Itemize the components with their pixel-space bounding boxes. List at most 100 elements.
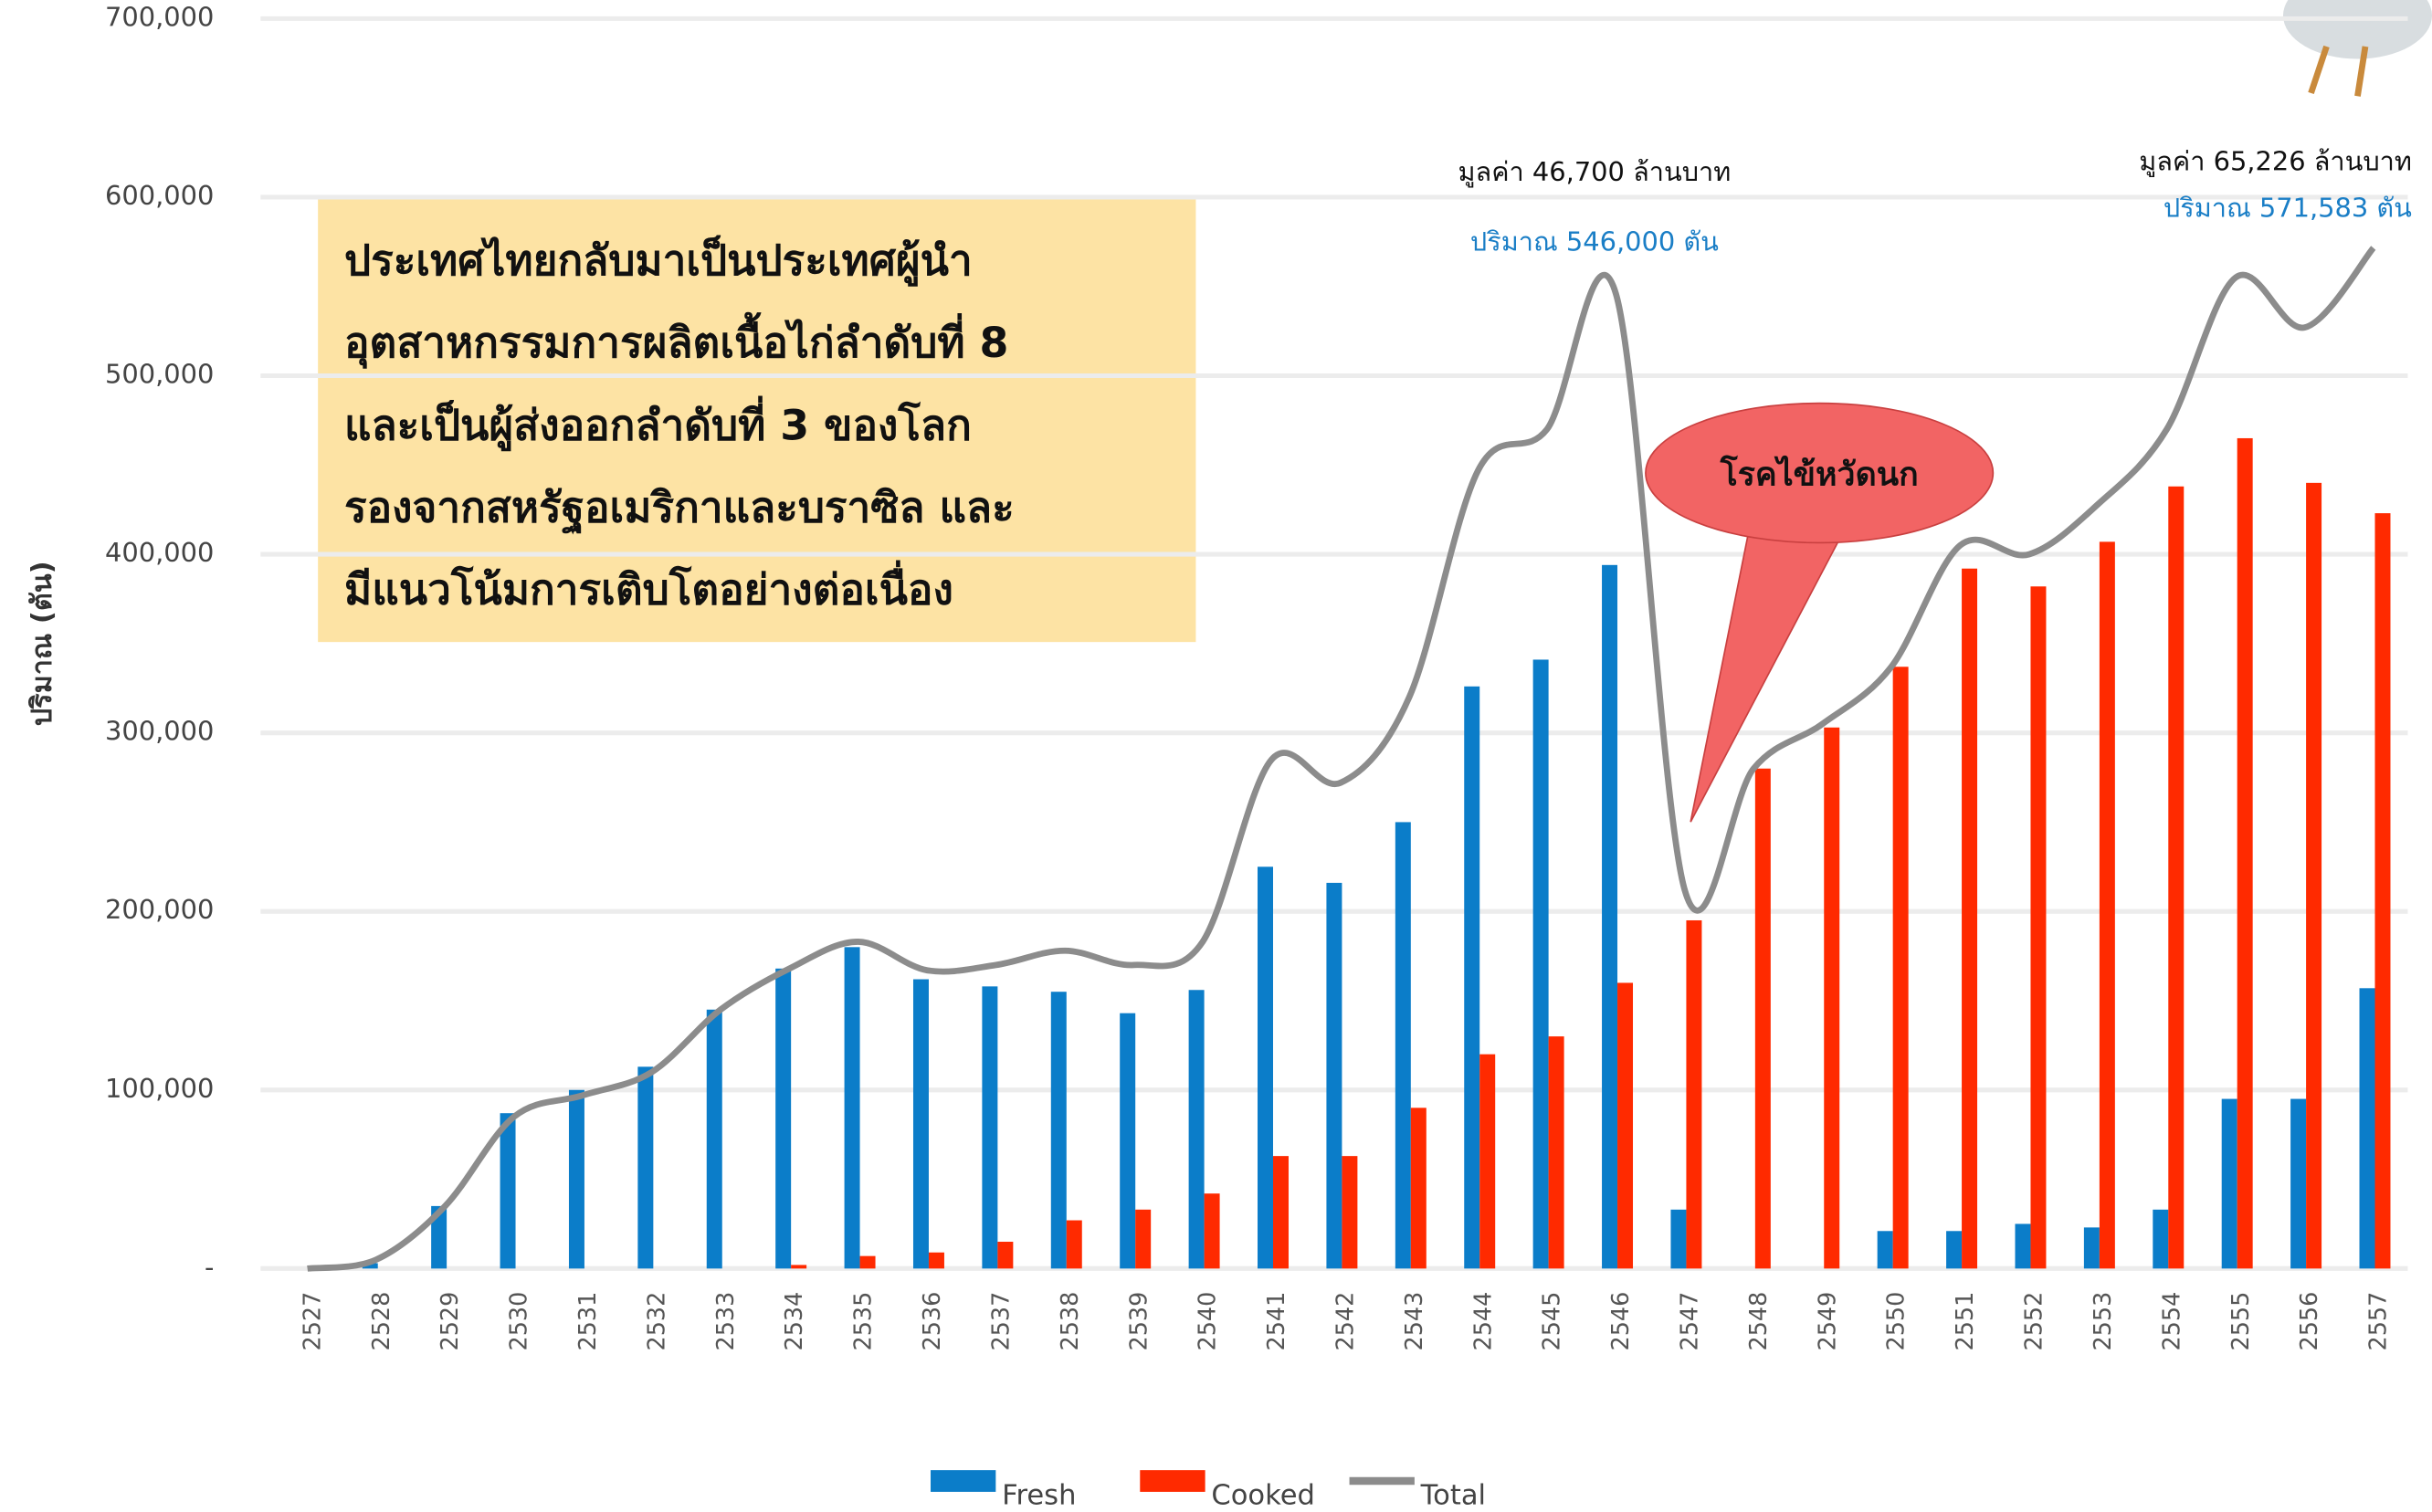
- x-tick-label: 2540: [1195, 1292, 1222, 1351]
- bar: [2153, 1210, 2168, 1269]
- y-tick-label: 300,000: [105, 716, 214, 747]
- x-tick-label: 2529: [437, 1292, 464, 1351]
- bar: [2030, 586, 2046, 1268]
- bar: [2375, 513, 2391, 1268]
- x-tick-label: 2544: [1469, 1292, 1497, 1351]
- bar: [1411, 1108, 1427, 1268]
- x-tick-label: 2530: [506, 1292, 533, 1351]
- y-tick-label: 500,000: [105, 359, 214, 390]
- x-tick-label: 2532: [643, 1292, 670, 1351]
- x-tick-label: 2543: [1401, 1292, 1428, 1351]
- bar: [1342, 1156, 1357, 1268]
- bar: [1878, 1231, 1893, 1268]
- bar: [1670, 1210, 1686, 1269]
- x-tick-label: 2535: [850, 1292, 878, 1351]
- y-tick-label: 600,000: [105, 180, 214, 211]
- y-tick-label: 100,000: [105, 1073, 214, 1104]
- bar: [1189, 990, 1205, 1268]
- text-box-line: และเป็นผู้ส่งออกลำดับที่ 3 ของโลก: [344, 395, 972, 451]
- x-tick-label: 2545: [1539, 1292, 1566, 1351]
- annotation: มูลค่า 65,226 ล้านบาท: [2139, 145, 2412, 177]
- x-tick-label: 2536: [919, 1292, 946, 1351]
- bar: [929, 1253, 944, 1269]
- y-tick-label: 400,000: [105, 537, 214, 568]
- y-tick-label: 700,000: [105, 1, 214, 32]
- bar: [1395, 822, 1411, 1268]
- x-tick-label: 2541: [1263, 1292, 1290, 1351]
- bar: [1258, 866, 1273, 1268]
- x-tick-label: 2531: [574, 1292, 602, 1351]
- x-tick-label: 2527: [299, 1292, 326, 1351]
- bar: [707, 1010, 722, 1269]
- bar: [1893, 667, 1909, 1268]
- bar: [569, 1090, 584, 1269]
- bar: [2306, 483, 2321, 1268]
- chicken: [2283, 0, 2432, 96]
- chart: ปริมาณ (ตัน) - 100,000 200,000 300,000 400,0…: [0, 0, 2432, 1512]
- bar: [1755, 769, 1771, 1269]
- text-box-line: รองจากสหรัฐอเมริกาและบราซิล และ: [344, 482, 1015, 534]
- bar: [1120, 1013, 1135, 1269]
- x-tick-label: 2553: [2090, 1292, 2117, 1351]
- x-tick-label: 2549: [1814, 1292, 1841, 1351]
- y-axis-label: ปริมาณ (ตัน): [26, 561, 58, 726]
- legend-swatch: [931, 1470, 995, 1492]
- bar: [1824, 728, 1839, 1269]
- bar: [913, 980, 929, 1269]
- callout-text: โรคไข้หวัดนก: [1720, 454, 1919, 493]
- text-box-line: ประเทศไทยกลับมาเป็นประเทศผู้นำ: [344, 235, 973, 287]
- bar: [1051, 992, 1067, 1268]
- x-tick-label: 2555: [2227, 1292, 2255, 1351]
- x-tick-label: 2537: [987, 1292, 1015, 1351]
- bar: [845, 947, 860, 1268]
- bar: [2100, 541, 2115, 1268]
- bar: [1686, 920, 1701, 1268]
- legend-label: Cooked: [1211, 1480, 1315, 1512]
- bar: [1479, 1055, 1495, 1269]
- y-tick-label: 200,000: [105, 894, 214, 925]
- legend-label: Fresh: [1002, 1480, 1076, 1512]
- x-tick-label: 2533: [712, 1292, 740, 1351]
- bar: [1946, 1231, 1962, 1268]
- bar: [2237, 438, 2253, 1268]
- bar: [637, 1066, 653, 1268]
- bar: [1549, 1036, 1564, 1268]
- bar: [1464, 687, 1479, 1269]
- annotation: ปริมาณ 571,583 ตัน: [2164, 192, 2412, 223]
- legend-swatch: [1140, 1470, 1205, 1492]
- bar: [1205, 1193, 1220, 1268]
- bar: [860, 1256, 876, 1269]
- y-tick-label: -: [205, 1251, 214, 1282]
- bar: [775, 969, 791, 1269]
- bar: [2290, 1099, 2306, 1269]
- bar: [500, 1113, 516, 1268]
- x-tick-label: 2550: [1883, 1292, 1911, 1351]
- bar: [2015, 1223, 2030, 1268]
- x-tick-label: 2551: [1952, 1292, 1979, 1351]
- bar: [791, 1265, 806, 1268]
- annotation: มูลค่า 46,700 ล้านบาท: [1458, 156, 1732, 188]
- x-tick-label: 2556: [2296, 1292, 2323, 1351]
- x-tick-label: 2557: [2365, 1292, 2393, 1351]
- x-tick-label: 2534: [781, 1292, 808, 1351]
- x-tick-label: 2539: [1125, 1292, 1153, 1351]
- text-box-line: อุตสาหกรรมการผลิตเนื้อไก่ลำดับที่ 8: [344, 311, 1008, 369]
- x-tick-label: 2538: [1057, 1292, 1084, 1351]
- bar: [982, 986, 997, 1268]
- x-tick-label: 2548: [1745, 1292, 1773, 1351]
- bar: [2168, 487, 2184, 1269]
- bar: [997, 1242, 1013, 1268]
- bar: [1962, 569, 1977, 1269]
- bar: [2360, 988, 2375, 1268]
- bar: [1617, 982, 1633, 1268]
- x-tick-label: 2554: [2158, 1292, 2185, 1351]
- bar: [1533, 659, 1549, 1268]
- text-box-line: มีแนวโน้มการเติบโตอย่างต่อเนื่อง: [344, 560, 953, 614]
- bar: [2084, 1227, 2100, 1268]
- x-tick-label: 2552: [2021, 1292, 2048, 1351]
- annotation: ปริมาณ 546,000 ตัน: [1470, 226, 1719, 257]
- x-tick-label: 2542: [1332, 1292, 1360, 1351]
- bar: [1326, 883, 1342, 1268]
- bar: [1067, 1221, 1082, 1269]
- x-tick-label: 2546: [1607, 1292, 1635, 1351]
